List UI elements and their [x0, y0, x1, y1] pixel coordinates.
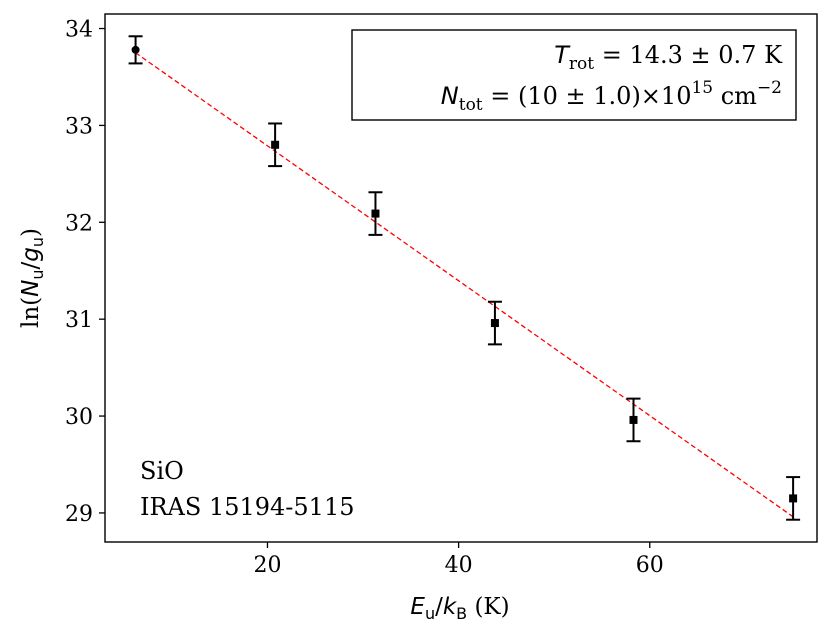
y-tick-label: 32	[65, 211, 93, 236]
y-tick-label: 31	[65, 308, 93, 333]
x-ticks: 20 40 60	[253, 542, 664, 578]
y-tick-label: 33	[65, 114, 93, 139]
x-tick-label: 60	[636, 553, 664, 578]
y-tick-label: 30	[65, 405, 93, 430]
data-point	[368, 191, 383, 236]
legend-box	[351, 29, 797, 121]
point-marker	[490, 319, 499, 328]
point-marker	[629, 415, 638, 424]
data-point	[786, 476, 801, 521]
data-point	[128, 35, 143, 65]
y-axis-title: ln(Nu/gu)	[18, 228, 47, 328]
data-point	[626, 397, 641, 443]
point-marker	[131, 45, 140, 54]
y-tick-label: 29	[65, 502, 93, 527]
annotation-source: IRAS 15194-5115	[140, 493, 355, 521]
point-marker	[271, 140, 280, 149]
plot-frame	[104, 13, 818, 543]
y-ticks: 29 30 31 32 33 34	[65, 18, 105, 527]
y-tick-label: 34	[65, 18, 93, 43]
data-points-layer	[128, 35, 801, 521]
data-point	[487, 300, 502, 346]
legend-ntot: Ntot = (10 ± 1.0)×1015 cm−2	[441, 78, 782, 115]
x-axis-title: Eu/kB (K)	[410, 594, 509, 623]
x-tick-label: 20	[253, 553, 281, 578]
fit-line	[135, 52, 794, 518]
annotation-molecule: SiO	[140, 457, 184, 485]
legend-trot: Trot = 14.3 ± 0.7 K	[554, 41, 783, 74]
legend: Trot = 14.3 ± 0.7 K Ntot = (10 ± 1.0)×10…	[351, 29, 797, 121]
x-tick-label: 40	[445, 553, 473, 578]
point-marker	[789, 494, 798, 503]
fit-line-layer	[135, 52, 794, 518]
point-marker	[371, 209, 380, 218]
data-point	[268, 122, 283, 168]
